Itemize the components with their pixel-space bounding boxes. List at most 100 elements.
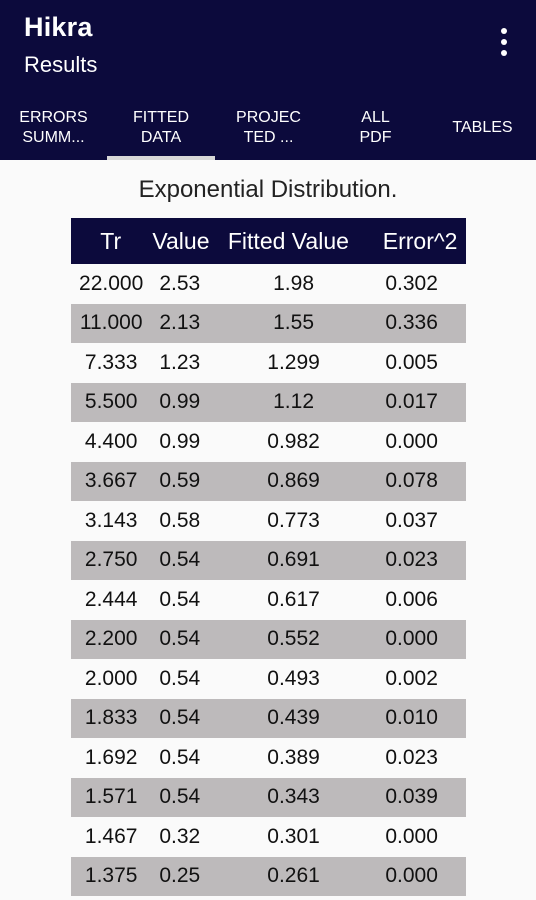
cell-error-squared: 0.000: [385, 864, 438, 888]
table-header: Tr Value Fitted Value Error^2: [71, 218, 466, 264]
cell-fitted-value: 0.691: [267, 548, 320, 572]
header-value: Value: [152, 227, 210, 254]
cell-tr: 1.692: [84, 745, 138, 769]
table-row: 3.143 0.58 0.773 0.037: [71, 501, 466, 541]
table-row: 2.750 0.54 0.691 0.023: [71, 540, 466, 580]
cell-tr: 1.467: [84, 824, 138, 848]
cell-value: 2.13: [159, 311, 201, 335]
app-subtitle: Results: [24, 52, 98, 77]
cell-value: 0.99: [159, 429, 201, 453]
table-row: 11.000 2.13 1.55 0.336: [71, 303, 466, 343]
table-row: 1.571 0.54 0.343 0.039: [71, 777, 466, 817]
cell-value: 0.54: [159, 587, 201, 611]
table-title: Exponential Distribution.: [138, 176, 398, 203]
cell-value: 0.54: [159, 706, 201, 730]
dot: [501, 28, 507, 34]
cell-fitted-value: 0.301: [267, 824, 320, 848]
cell-fitted-value: 1.299: [267, 350, 320, 374]
cell-error-squared: 0.078: [385, 469, 438, 493]
table-row: 2.000 0.54 0.493 0.002: [71, 659, 466, 699]
cell-value: 1.23: [159, 350, 201, 374]
cell-tr: 2.444: [84, 587, 138, 611]
dot: [501, 39, 507, 45]
cell-value: 0.58: [159, 508, 201, 532]
table-row: 5.500 0.99 1.12 0.017: [71, 382, 466, 422]
cell-tr: 11.000: [79, 311, 143, 335]
cell-value: 0.54: [159, 785, 201, 809]
tab-bar: ERRORS SUMM... FITTED DATA PROJEC TED ..…: [0, 96, 536, 160]
cell-tr: 1.375: [84, 864, 138, 888]
cell-error-squared: 0.017: [385, 390, 438, 414]
cell-tr: 1.833: [84, 706, 138, 730]
cell-error-squared: 0.010: [385, 706, 438, 730]
cell-error-squared: 0.005: [385, 350, 438, 374]
tab-projected[interactable]: PROJEC TED ...: [215, 96, 322, 160]
tab-label: ALL PDF: [359, 109, 392, 146]
cell-tr: 5.500: [84, 390, 138, 414]
cell-tr: 2.200: [84, 627, 138, 651]
table-row: 1.375 0.25 0.261 0.000: [71, 856, 466, 896]
cell-error-squared: 0.037: [385, 508, 438, 532]
tab-label: FITTED DATA: [133, 109, 189, 146]
table-row: 7.333 1.23 1.299 0.005: [71, 343, 466, 383]
cell-value: 0.59: [159, 469, 201, 493]
results-table: Tr Value Fitted Value Error^2 22.000 2.53…: [71, 218, 466, 896]
table-row: 2.444 0.54 0.617 0.006: [71, 580, 466, 620]
header-error-squared: Error^2: [382, 227, 458, 254]
cell-error-squared: 0.000: [385, 627, 438, 651]
header-tr: Tr: [100, 227, 122, 254]
cell-tr: 22.000: [79, 271, 144, 295]
table-row: 4.400 0.99 0.982 0.000: [71, 422, 466, 462]
cell-fitted-value: 0.869: [267, 469, 320, 493]
cell-tr: 2.750: [84, 548, 138, 572]
cell-value: 2.53: [159, 271, 201, 295]
tab-all-pdf[interactable]: ALL PDF: [322, 96, 429, 160]
cell-fitted-value: 0.617: [267, 587, 320, 611]
dot: [501, 50, 507, 56]
cell-error-squared: 0.000: [385, 429, 438, 453]
cell-fitted-value: 0.982: [267, 429, 320, 453]
tab-fitted-data[interactable]: FITTED DATA: [107, 96, 215, 160]
cell-value: 0.32: [159, 824, 201, 848]
cell-fitted-value: 0.389: [267, 745, 320, 769]
cell-tr: 1.571: [84, 785, 138, 809]
header-fitted-value: Fitted Value: [227, 227, 349, 254]
cell-value: 0.54: [159, 627, 201, 651]
cell-value: 0.54: [159, 666, 201, 690]
cell-tr: 7.333: [84, 350, 138, 374]
cell-fitted-value: 0.552: [267, 627, 320, 651]
cell-error-squared: 0.023: [385, 548, 438, 572]
app-bar: Hikra Results ERRORS SUMM... FITTED DATA…: [0, 0, 536, 160]
tab-label: PROJEC TED ...: [236, 109, 301, 146]
cell-tr: 2.000: [84, 666, 138, 690]
cell-fitted-value: 0.493: [267, 666, 320, 690]
tab-label: TABLES: [452, 119, 513, 136]
cell-error-squared: 0.002: [385, 666, 438, 690]
cell-fitted-value: 1.98: [273, 271, 314, 295]
cell-error-squared: 0.023: [385, 745, 438, 769]
cell-fitted-value: 0.261: [267, 864, 320, 888]
cell-error-squared: 0.336: [385, 311, 438, 335]
table-row: 1.467 0.32 0.301 0.000: [71, 817, 466, 857]
table-row: 3.667 0.59 0.869 0.078: [71, 461, 466, 501]
tab-tables[interactable]: TABLES: [429, 96, 536, 160]
cell-error-squared: 0.302: [385, 271, 438, 295]
cell-tr: 4.400: [84, 429, 138, 453]
app-title: Hikra: [24, 12, 93, 42]
table-row: 2.200 0.54 0.552 0.000: [71, 619, 466, 659]
cell-fitted-value: 0.773: [267, 508, 320, 532]
cell-value: 0.54: [159, 745, 201, 769]
tab-errors-summary[interactable]: ERRORS SUMM...: [0, 96, 107, 160]
cell-fitted-value: 1.12: [273, 390, 314, 414]
table-row: 1.692 0.54 0.389 0.023: [71, 738, 466, 778]
tab-label: ERRORS SUMM...: [19, 109, 88, 146]
cell-error-squared: 0.000: [385, 824, 438, 848]
tab-indicator: [107, 156, 215, 160]
more-vert-icon[interactable]: [488, 22, 520, 62]
cell-tr: 3.143: [84, 508, 138, 532]
cell-value: 0.25: [159, 864, 201, 888]
cell-tr: 3.667: [84, 469, 138, 493]
table-row: 22.000 2.53 1.98 0.302: [71, 264, 466, 304]
cell-value: 0.54: [159, 548, 201, 572]
cell-fitted-value: 1.55: [273, 311, 314, 335]
